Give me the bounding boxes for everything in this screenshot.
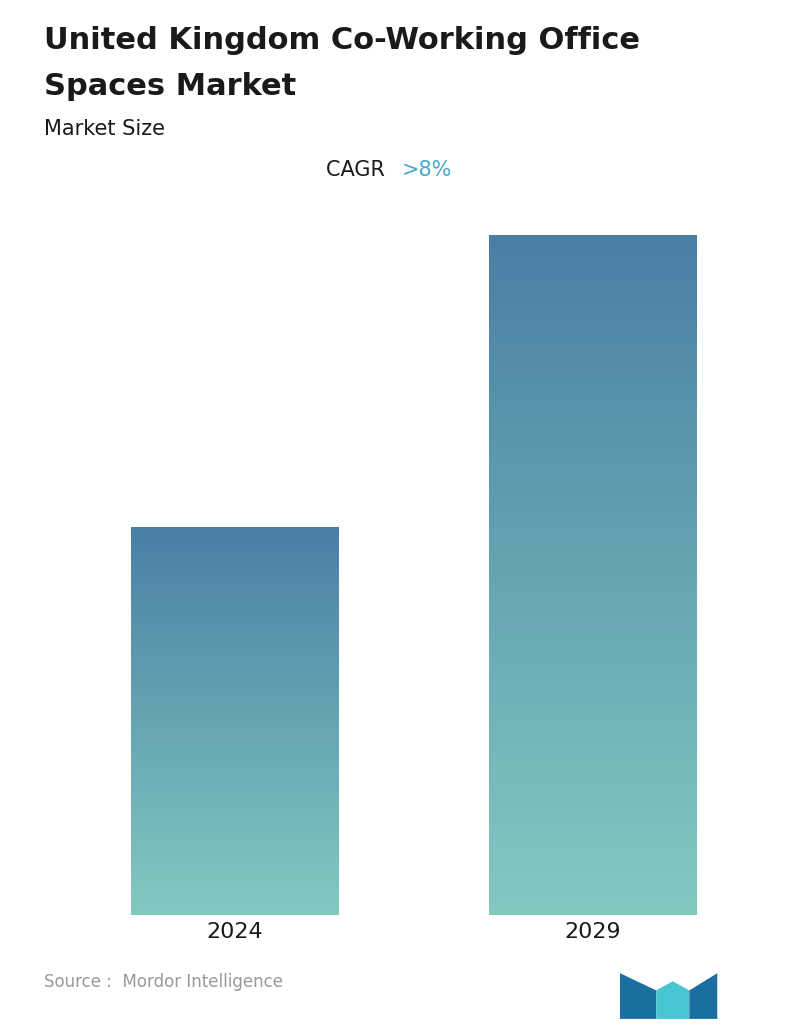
Text: 2024: 2024 xyxy=(206,922,263,942)
Text: Spaces Market: Spaces Market xyxy=(44,72,296,101)
Text: >8%: >8% xyxy=(402,160,452,180)
Text: Market Size: Market Size xyxy=(44,119,165,139)
Text: 2029: 2029 xyxy=(564,922,622,942)
Text: Source :  Mordor Intelligence: Source : Mordor Intelligence xyxy=(44,973,283,991)
Polygon shape xyxy=(689,973,717,1018)
Polygon shape xyxy=(656,981,689,1018)
Polygon shape xyxy=(620,973,656,1018)
Text: United Kingdom Co-Working Office: United Kingdom Co-Working Office xyxy=(44,26,640,55)
Text: CAGR: CAGR xyxy=(326,160,392,180)
